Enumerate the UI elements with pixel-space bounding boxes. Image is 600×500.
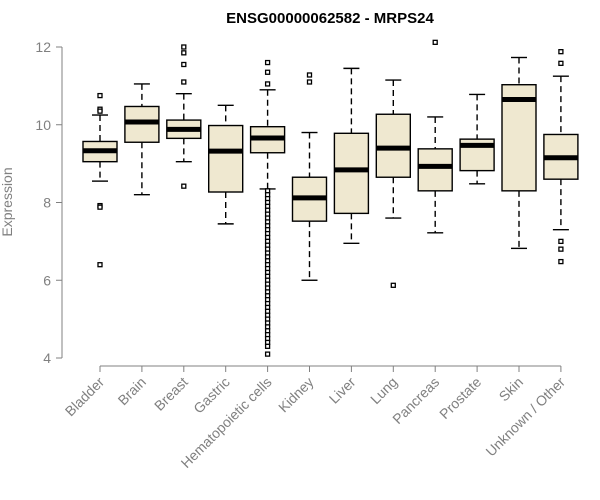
box-iqr — [207, 124, 244, 193]
y-tick-label: 6 — [43, 272, 51, 288]
box-group — [207, 104, 244, 225]
box-group — [82, 92, 118, 268]
x-tick-label: Liver — [326, 374, 359, 407]
outlier-point — [181, 44, 187, 50]
x-tick-label: Kidney — [275, 374, 317, 416]
outlier-point — [558, 238, 564, 245]
box-group — [375, 79, 411, 288]
y-axis: 4 6 8 10 12 — [35, 39, 63, 366]
x-tick-label: Skin — [496, 374, 527, 405]
x-tick-label: Lung — [367, 374, 400, 407]
box-group — [417, 39, 453, 234]
box-group — [291, 72, 328, 281]
x-tick-label: Pancreas — [389, 374, 442, 427]
outlier-point — [432, 39, 438, 45]
boxes-layer — [82, 39, 579, 357]
box-iqr — [333, 132, 370, 215]
outlier-point — [97, 204, 103, 210]
y-tick-label: 12 — [35, 39, 51, 55]
outlier-point — [181, 79, 187, 85]
outlier-point — [390, 282, 396, 288]
chart-title: ENSG00000062582 - MRPS24 — [226, 10, 434, 27]
outlier-point — [97, 262, 103, 268]
outlier-point — [558, 246, 564, 252]
box-group — [124, 83, 160, 196]
x-tick-label: Brain — [115, 374, 149, 408]
box-group — [459, 93, 495, 185]
outlier-point — [264, 81, 271, 87]
outlier-point — [181, 61, 187, 68]
x-tick-label: Bladder — [62, 374, 108, 420]
outlier-point — [264, 69, 271, 75]
outlier-point — [181, 50, 187, 56]
outlier-point — [264, 59, 271, 66]
outlier-point — [558, 60, 564, 66]
y-tick-label: 4 — [43, 350, 51, 366]
box-group — [333, 67, 370, 245]
outlier-point — [306, 72, 313, 78]
box-group — [543, 49, 579, 265]
y-tick-label: 8 — [43, 195, 51, 211]
outlier-point — [558, 258, 564, 265]
outlier-point — [558, 49, 564, 55]
x-tick-label: Breast — [151, 374, 191, 414]
box-group — [501, 56, 537, 250]
box-iqr — [501, 84, 537, 192]
outlier-point — [306, 79, 313, 85]
x-tick-label: Unknown / Other — [482, 374, 568, 460]
outlier-point — [264, 343, 271, 349]
box-group — [166, 44, 202, 189]
outlier-point — [181, 183, 187, 189]
box-iqr — [417, 148, 453, 192]
y-tick-label: 10 — [35, 117, 51, 133]
outlier-point — [264, 351, 271, 357]
y-axis-label: Expression — [0, 167, 15, 236]
outlier-point — [97, 92, 103, 99]
x-tick-label: Prostate — [436, 374, 484, 422]
box-group — [249, 59, 286, 357]
outlier-point — [97, 108, 103, 114]
